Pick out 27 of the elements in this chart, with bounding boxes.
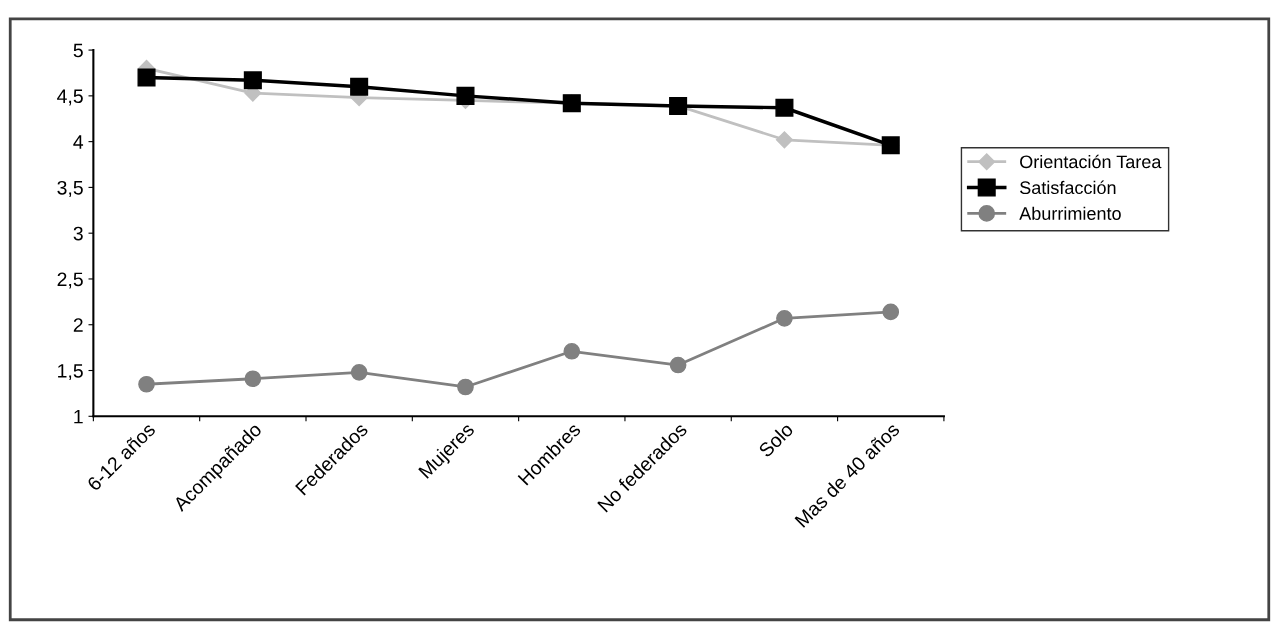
legend-label: Satisfacción bbox=[1020, 180, 1116, 195]
y-tick-label: 4,5 bbox=[57, 89, 83, 106]
y-tick-label: 4 bbox=[73, 135, 84, 149]
point bbox=[350, 77, 369, 96]
y-tick-label: 5 bbox=[73, 43, 83, 58]
point bbox=[776, 309, 793, 327]
point bbox=[882, 303, 900, 321]
legend-label: Orientación Tarea bbox=[1020, 154, 1162, 169]
point bbox=[243, 71, 262, 90]
point bbox=[457, 378, 474, 396]
y-tick-label: 1,5 bbox=[58, 364, 83, 381]
y-tick-label: 3 bbox=[73, 226, 83, 241]
point bbox=[138, 375, 155, 393]
point bbox=[137, 68, 156, 87]
point bbox=[563, 342, 581, 360]
y-tick-label: 2,5 bbox=[57, 272, 83, 289]
x-tick-label: Solo bbox=[757, 421, 794, 458]
y-tick-label: 2 bbox=[73, 318, 83, 332]
legend-label: Aburrimiento bbox=[1019, 206, 1121, 220]
point bbox=[775, 98, 794, 117]
y-tick-label: 3,5 bbox=[57, 180, 83, 197]
y-tick-label: 1 bbox=[74, 409, 83, 424]
point bbox=[669, 356, 687, 374]
point bbox=[456, 86, 475, 105]
point bbox=[350, 364, 368, 381]
point bbox=[244, 370, 262, 388]
point bbox=[775, 131, 793, 149]
